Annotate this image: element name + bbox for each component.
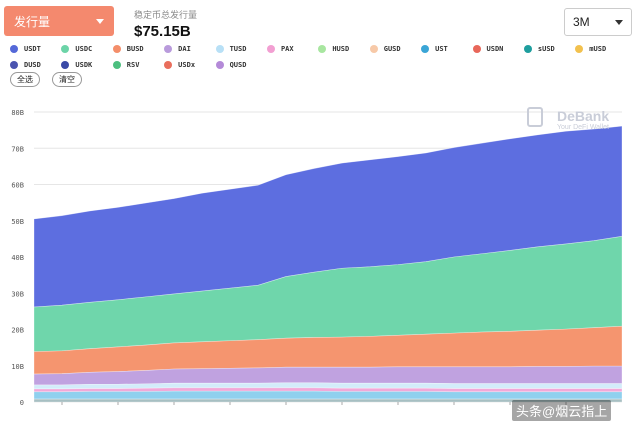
y-tick-label: 20B <box>11 327 24 335</box>
legend-item-usdk[interactable]: USDK <box>61 57 112 73</box>
legend-item-susd[interactable]: sUSD <box>523 41 575 57</box>
legend-label: DUSD <box>24 61 41 69</box>
legend-dot-icon <box>369 45 378 53</box>
legend-dot-icon <box>421 45 430 53</box>
legend-dot-icon <box>215 61 224 69</box>
y-tick-label: 60B <box>11 182 24 190</box>
y-tick-label: 0 <box>20 399 24 407</box>
area-series-others <box>33 398 623 403</box>
legend-label: BUSD <box>126 45 144 53</box>
legend-label: USDx <box>178 61 196 69</box>
legend-item-usdn[interactable]: USDN <box>472 41 524 57</box>
legend-item-usdx[interactable]: USDx <box>164 57 215 73</box>
y-tick-label: 70B <box>11 145 24 153</box>
chevron-down-icon <box>615 19 623 25</box>
legend-label: USDK <box>75 61 93 69</box>
legend-dot-icon <box>318 45 327 53</box>
legend-item-pax[interactable]: PAX <box>266 41 318 57</box>
legend-dot-icon <box>266 45 275 53</box>
legend-label: USDN <box>486 45 504 53</box>
legend-dot-icon <box>112 61 121 69</box>
legend-item-usdt[interactable]: USDT <box>10 41 61 57</box>
debank-logo-icon <box>527 107 543 127</box>
x-tick-label: 10. May <box>159 409 189 410</box>
legend-item-dai[interactable]: DAI <box>164 41 215 57</box>
y-tick-label: 40B <box>11 254 24 262</box>
legend-label: TUSD <box>229 45 247 53</box>
x-tick-label: 24. May <box>271 409 301 410</box>
legend-controls: 全选 清空 <box>10 72 82 87</box>
legend-label: RSV <box>126 61 140 69</box>
stat-label: 稳定币总发行量 <box>134 10 198 20</box>
x-tick-label: 31. May <box>327 409 357 410</box>
legend-dot-icon <box>61 45 70 53</box>
stacked-area-chart: 0 10B 20B 30B 40B 50B 60B 70B 80B 26. Apr 3. May 10… <box>11 107 623 410</box>
y-tick-label: 30B <box>11 290 24 298</box>
legend-dot-icon <box>10 45 18 53</box>
chevron-down-icon <box>96 18 104 24</box>
x-tick-label: 14. Jun <box>439 409 469 410</box>
legend-dot-icon <box>164 45 173 53</box>
stat-value: $75.15B <box>134 23 191 40</box>
legend-dot-icon <box>575 45 584 53</box>
legend-dot-icon <box>10 61 18 69</box>
legend-item-musd[interactable]: mUSD <box>575 41 626 57</box>
legend-item-qusd[interactable]: QUSD <box>215 57 267 73</box>
watermark-brand: DeBank <box>557 108 609 124</box>
legend-label: DAI <box>178 45 191 53</box>
legend-dot-icon <box>164 61 173 69</box>
legend-label: USDT <box>24 45 41 53</box>
x-tick-label: 7. Jun <box>385 409 410 410</box>
legend-item-rsv[interactable]: RSV <box>112 57 164 73</box>
range-select-label: 3M <box>573 15 590 29</box>
legend-dot-icon <box>215 45 224 53</box>
legend-item-ust[interactable]: UST <box>421 41 472 57</box>
y-tick-label: 80B <box>11 109 24 117</box>
area-series-ust <box>33 390 623 400</box>
x-tick-label: 3. May <box>105 409 130 410</box>
legend-label: USDC <box>75 45 93 53</box>
legend-dot-icon <box>523 45 532 53</box>
y-tick-label: 10B <box>11 363 24 371</box>
metric-select[interactable]: 发行量 <box>4 6 114 36</box>
legend-label: sUSD <box>537 45 555 53</box>
legend-label: mUSD <box>589 45 607 53</box>
legend-dot-icon <box>472 45 481 53</box>
legend-item-usdc[interactable]: USDC <box>61 41 112 57</box>
legend-label: HUSD <box>332 45 350 53</box>
source-watermark: 头条@烟云指上 <box>512 400 612 421</box>
legend-label: UST <box>435 45 448 53</box>
select-all-button[interactable]: 全选 <box>10 72 40 87</box>
watermark-tagline: Your DeFi Wallet <box>557 124 609 131</box>
x-tick-label: 21. Jun <box>495 409 525 410</box>
legend-label: GUSD <box>383 45 401 53</box>
legend-item-dusd[interactable]: DUSD <box>10 57 61 73</box>
clear-button[interactable]: 清空 <box>52 72 82 87</box>
x-tick-label: 17. May <box>215 409 245 410</box>
legend-item-husd[interactable]: HUSD <box>318 41 369 57</box>
y-tick-label: 50B <box>11 218 24 226</box>
legend-dot-icon <box>61 61 70 69</box>
x-tick-label: 28. Jun <box>551 409 581 410</box>
legend-item-busd[interactable]: BUSD <box>112 41 164 57</box>
chart-legend: USDT USDC BUSD DAI TUSD PAX HUSD GUSD UST USDN sUS… <box>10 41 630 73</box>
metric-select-label: 发行量 <box>14 14 51 29</box>
legend-dot-icon <box>112 45 121 53</box>
range-select[interactable]: 3M <box>564 8 632 36</box>
legend-item-gusd[interactable]: GUSD <box>369 41 421 57</box>
legend-label: PAX <box>280 45 294 53</box>
total-supply-stat: 稳定币总发行量 $75.15B <box>134 8 197 40</box>
x-tick-label: 26. Apr <box>47 409 77 410</box>
legend-label: QUSD <box>229 61 247 69</box>
legend-item-tusd[interactable]: TUSD <box>215 41 267 57</box>
